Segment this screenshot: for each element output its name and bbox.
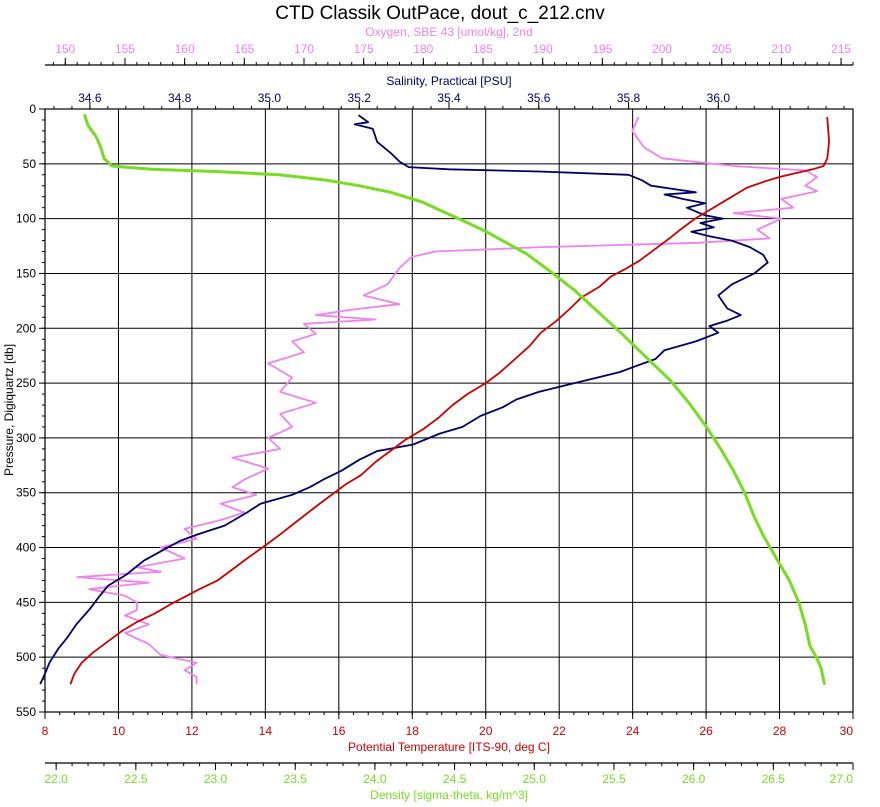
- chart-title: CTD Classik OutPace, dout_c_212.cnv: [275, 3, 605, 24]
- axes: 0 50 100 150 200 250 300 350 400 450 500 550 150 155 1…: [16, 25, 854, 802]
- oxygen-tick-label: 150: [55, 42, 75, 56]
- salinity-tick-label: 35.0: [258, 91, 282, 105]
- salinity-tick-label: 35.6: [527, 91, 551, 105]
- temperature-tick-label: 22: [553, 724, 567, 738]
- density-tick-label: 25.0: [523, 772, 547, 786]
- temperature-tick-label: 14: [259, 724, 273, 738]
- temperature-tick-label: 28: [773, 724, 787, 738]
- oxygen-tick-label: 215: [831, 42, 851, 56]
- salinity-axis-title: Salinity, Practical [PSU]: [386, 74, 511, 88]
- oxygen-tick-label: 165: [234, 42, 254, 56]
- temperature-tick-label: 20: [479, 724, 493, 738]
- oxygen-tick-label: 175: [354, 42, 374, 56]
- y-tick-label: 100: [16, 212, 36, 226]
- y-tick-label: 150: [16, 266, 36, 280]
- salinity-tick-label: 36.0: [707, 91, 731, 105]
- density-series-line: [83, 114, 826, 685]
- temperature-tick-label: 26: [699, 724, 713, 738]
- series-lines: [39, 114, 830, 685]
- y-tick-label: 400: [16, 541, 36, 555]
- oxygen-tick-label: 200: [652, 42, 672, 56]
- oxygen-tick-label: 155: [115, 42, 135, 56]
- salinity-tick-label: 34.6: [78, 91, 102, 105]
- oxygen-tick-label: 180: [413, 42, 433, 56]
- density-tick-label: 22.5: [124, 772, 148, 786]
- density-tick-label: 22.0: [44, 772, 68, 786]
- y-tick-label: 300: [16, 431, 36, 445]
- oxygen-tick-label: 210: [771, 42, 791, 56]
- y-tick-label: 50: [23, 157, 37, 171]
- oxygen-tick-label: 160: [175, 42, 195, 56]
- y-tick-label: 0: [29, 102, 36, 116]
- oxygen-tick-label: 170: [294, 42, 314, 56]
- density-tick-label: 23.0: [204, 772, 228, 786]
- salinity-tick-label: 34.8: [168, 91, 192, 105]
- temperature-tick-label: 12: [185, 724, 199, 738]
- temperature-series-line: [69, 116, 830, 685]
- salinity-tick-label: 35.2: [348, 91, 372, 105]
- temperature-tick-label: 24: [626, 724, 640, 738]
- temperature-tick-label: 10: [112, 724, 126, 738]
- oxygen-tick-label: 205: [712, 42, 732, 56]
- oxygen-axis-title: Oxygen, SBE 43 [umol/kg], 2nd: [365, 25, 532, 39]
- salinity-tick-label: 35.4: [437, 91, 461, 105]
- temperature-tick-label: 8: [42, 724, 49, 738]
- salinity-tick-label: 35.8: [617, 91, 641, 105]
- density-tick-label: 24.5: [443, 772, 467, 786]
- y-tick-label: 250: [16, 376, 36, 390]
- y-tick-label: 500: [16, 650, 36, 664]
- density-tick-label: 23.5: [284, 772, 308, 786]
- oxygen-tick-label: 195: [592, 42, 612, 56]
- density-tick-label: 24.0: [363, 772, 387, 786]
- y-tick-label: 550: [16, 705, 36, 719]
- y-tick-label: 350: [16, 486, 36, 500]
- salinity-series-line: [39, 114, 769, 685]
- density-tick-label: 27.0: [830, 772, 854, 786]
- y-tick-label: 200: [16, 321, 36, 335]
- y-tick-label: 450: [16, 595, 36, 609]
- temperature-tick-label: 18: [406, 724, 420, 738]
- density-axis-title: Density [sigma-theta, kg/m^3]: [370, 788, 528, 802]
- temperature-axis-title: Potential Temperature [ITS-90, deg C]: [348, 740, 550, 754]
- density-tick-label: 26.5: [762, 772, 786, 786]
- temperature-tick-label: 30: [840, 724, 854, 738]
- density-tick-label: 26.0: [682, 772, 706, 786]
- oxygen-tick-label: 190: [533, 42, 553, 56]
- oxygen-tick-label: 185: [473, 42, 493, 56]
- oxygen-series-line: [76, 116, 819, 685]
- y-axis-label: Pressure, Digiquartz [db]: [2, 344, 16, 476]
- temperature-tick-label: 16: [332, 724, 346, 738]
- density-tick-label: 25.5: [602, 772, 626, 786]
